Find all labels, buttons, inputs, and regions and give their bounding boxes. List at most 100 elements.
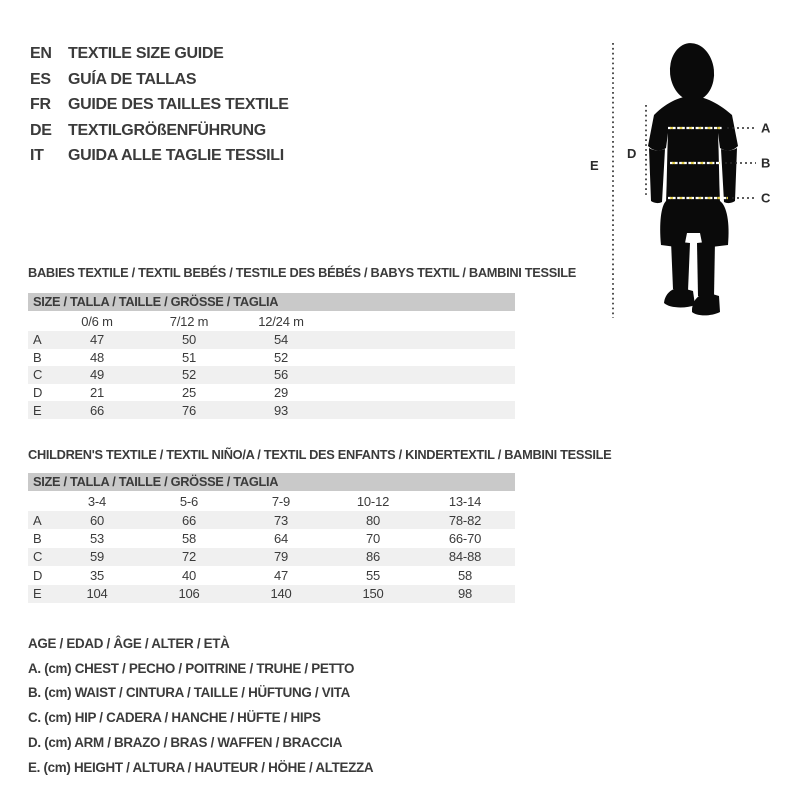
size-value: 47 [273, 567, 289, 583]
row-label: A [33, 332, 42, 348]
language-code: EN [30, 45, 52, 62]
row-label: C [33, 367, 43, 383]
language-guide-title: TEXTILGRÖßENFÜHRUNG [68, 121, 266, 139]
size-value: 84-88 [448, 549, 482, 565]
child-silhouette [648, 43, 738, 316]
language-row: EN TEXTILE SIZE GUIDE [30, 41, 289, 67]
language-guide-title: GUIDA ALLE TAGLIE TESSILI [68, 147, 284, 165]
column-header: 7/12 m [169, 313, 209, 329]
column-header: 0/6 m [81, 313, 113, 329]
language-guide-title: TEXTILE SIZE GUIDE [68, 45, 224, 62]
legend-item: D. (cm) ARM / BRAZO / BRAS / WAFFEN / BR… [28, 734, 343, 750]
size-value: 78-82 [448, 512, 482, 528]
size-value: 50 [181, 332, 197, 348]
language-row: ES GUÍA DE TALLAS [30, 67, 289, 93]
size-value: 35 [89, 567, 105, 583]
size-value: 52 [181, 367, 197, 383]
column-header: 12/24 m [258, 313, 304, 329]
measure-label-a: A [761, 121, 771, 136]
table-row: E 104 106 140 150 98 [28, 584, 515, 603]
silhouette-left-shoe [664, 287, 695, 308]
table-row: A 47 50 54 [28, 331, 515, 349]
babies-column-headers: 0/6 m 7/12 m 12/24 m [28, 311, 515, 331]
measure-label-e: E [590, 158, 599, 173]
language-code: DE [30, 121, 52, 139]
measure-label-d: D [627, 146, 636, 161]
language-code: FR [30, 96, 51, 114]
children-column-headers: 3-4 5-6 7-9 10-12 13-14 [28, 491, 515, 511]
legend-items: A. (cm) CHEST / PECHO / POITRINE / TRUHE… [28, 657, 374, 781]
size-value: 66 [89, 402, 105, 418]
size-value: 76 [181, 402, 197, 418]
silhouette-right-arm [721, 148, 737, 204]
table-row: C 59 72 79 86 84-88 [28, 547, 515, 567]
size-value: 73 [273, 512, 289, 528]
table-row: B 53 58 64 70 66-70 [28, 529, 515, 547]
legend-age-line: AGE / EDAD / ÂGE / ALTER / ETÀ [28, 636, 230, 651]
size-value: 25 [181, 385, 197, 401]
babies-table-rows: A 47 50 54 B 48 51 52 C 49 52 56 D 21 25 29 E 66 76 93 [28, 331, 515, 419]
size-value: 64 [273, 531, 289, 547]
size-value: 70 [365, 531, 381, 547]
legend-item: A. (cm) CHEST / PECHO / POITRINE / TRUHE… [28, 660, 355, 676]
size-value: 58 [181, 531, 197, 547]
silhouette-left-leg [671, 241, 690, 291]
row-label: D [33, 385, 43, 401]
size-value: 48 [89, 349, 105, 365]
row-label: C [33, 549, 43, 565]
row-label: B [33, 349, 42, 365]
babies-section-title: BABIES TEXTILE / TEXTIL BEBÉS / TESTILE … [28, 265, 577, 280]
babies-size-band: SIZE / TALLA / TAILLE / GRÖSSE / TAGLIA [28, 293, 515, 311]
children-table-rows: A 60 66 73 80 78-82 B 53 58 64 70 66-70 C 59 72 79 86 84-… [28, 511, 515, 603]
size-value: 51 [181, 349, 197, 365]
size-value: 59 [89, 549, 105, 565]
measure-label-b: B [761, 156, 770, 171]
children-section-title: CHILDREN'S TEXTILE / TEXTIL NIÑO/A / TEX… [28, 447, 612, 462]
legend-item: B. (cm) WAIST / CINTURA / TAILLE / HÜFTU… [28, 685, 351, 701]
size-value: 29 [273, 385, 289, 401]
size-value: 58 [457, 567, 473, 583]
silhouette-head [669, 43, 715, 101]
silhouette-right-shoe [692, 293, 720, 316]
size-value: 150 [362, 586, 384, 602]
row-label: E [33, 402, 42, 418]
legend-item: E. (cm) HEIGHT / ALTURA / HAUTEUR / HÖHE… [28, 759, 374, 775]
size-value: 140 [270, 586, 292, 602]
table-row: C 49 52 56 [28, 366, 515, 384]
size-value: 104 [86, 586, 108, 602]
size-value: 21 [89, 385, 105, 401]
size-value: 66-70 [448, 531, 482, 547]
language-row: DE TEXTILGRÖßENFÜHRUNG [30, 118, 289, 144]
babies-size-table: SIZE / TALLA / TAILLE / GRÖSSE / TAGLIA … [28, 293, 515, 419]
column-header: 5-6 [179, 493, 199, 509]
size-value: 80 [365, 512, 381, 528]
language-row: FR GUIDE DES TAILLES TEXTILE [30, 92, 289, 118]
size-value: 49 [89, 367, 105, 383]
size-value: 56 [273, 367, 289, 383]
size-value: 52 [273, 349, 289, 365]
size-value: 54 [273, 332, 289, 348]
size-value: 79 [273, 549, 289, 565]
column-header: 3-4 [87, 493, 107, 509]
table-row: D 35 40 47 55 58 [28, 566, 515, 584]
row-label: B [33, 531, 42, 547]
column-header: 10-12 [356, 493, 390, 509]
table-row: A 60 66 73 80 78-82 [28, 511, 515, 530]
language-guide-title: GUIDE DES TAILLES TEXTILE [68, 96, 289, 114]
size-value: 86 [365, 549, 381, 565]
language-code: IT [30, 147, 44, 165]
column-header: 7-9 [271, 493, 291, 509]
size-value: 53 [89, 531, 105, 547]
size-value: 72 [181, 549, 197, 565]
table-row: D 21 25 29 [28, 384, 515, 402]
size-value: 93 [273, 402, 289, 418]
size-value: 47 [89, 332, 105, 348]
language-row: IT GUIDA ALLE TAGLIE TESSILI [30, 143, 289, 169]
language-title-list: EN TEXTILE SIZE GUIDE ES GUÍA DE TALLAS FR GU… [30, 41, 289, 169]
children-size-table: SIZE / TALLA / TAILLE / GRÖSSE / TAGLIA … [28, 473, 515, 603]
row-label: E [33, 586, 42, 602]
child-silhouette-figure: E D A B C [590, 43, 771, 318]
column-header: 13-14 [448, 493, 482, 509]
measure-label-c: C [761, 191, 771, 206]
